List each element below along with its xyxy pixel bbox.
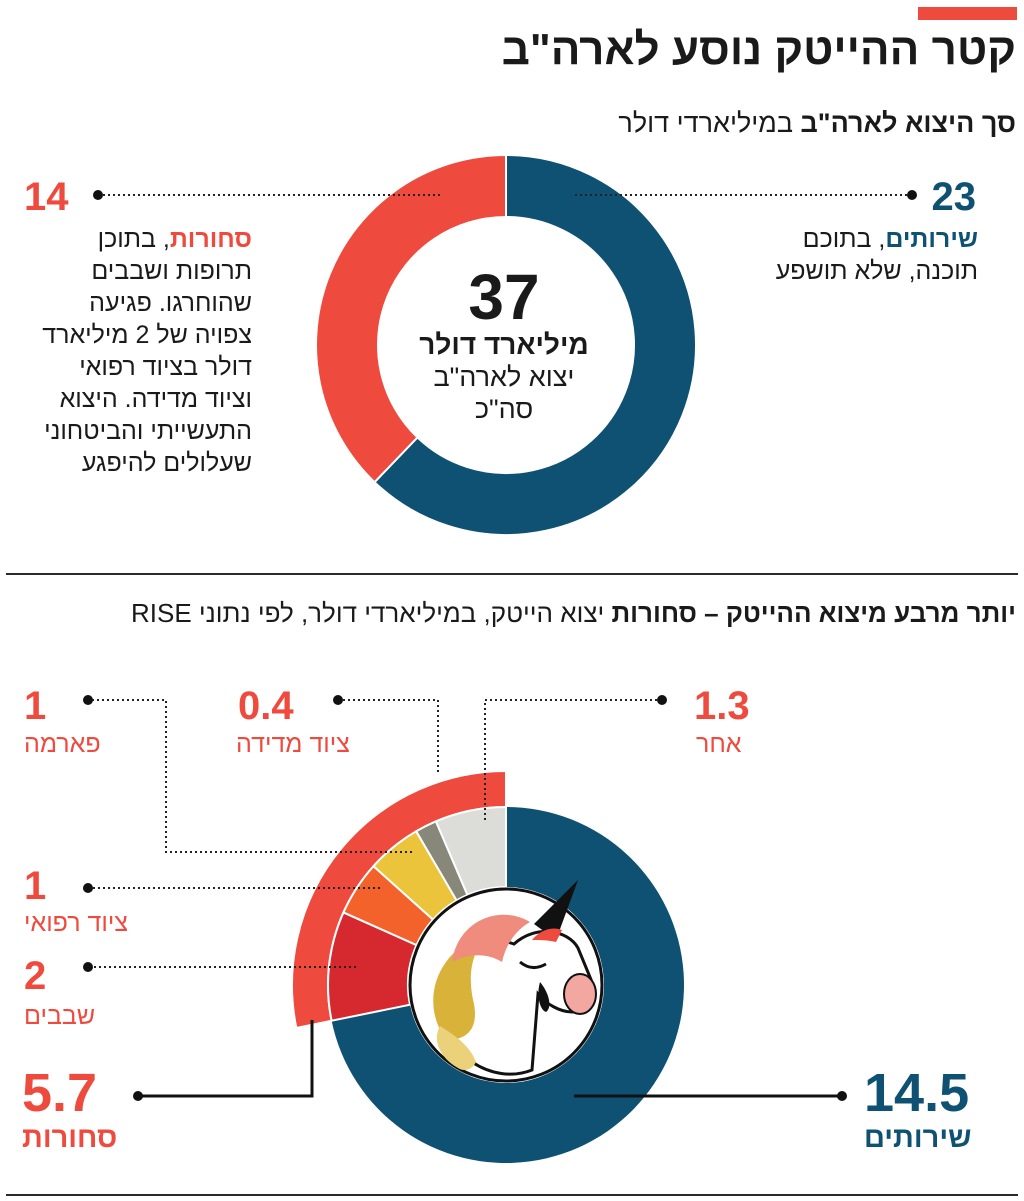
other-value: 1.3 xyxy=(694,684,750,728)
goods-description: סחורות, בתוכן תרופות ושבבים שהוחרגו. פגי… xyxy=(22,223,252,479)
goods-name: סחורות xyxy=(169,225,252,253)
center-caption: יצוא לארה"ב xyxy=(433,362,575,392)
services-leader-dot xyxy=(907,190,917,200)
measuring-leader-line xyxy=(338,699,439,772)
other-leader-dot xyxy=(657,695,667,705)
medical-value: 1 xyxy=(24,864,47,908)
goods-total-label: סחורות xyxy=(22,1122,118,1154)
goods-desc-line: דולר בציוד רפואי xyxy=(79,353,252,381)
unicorn-horn-band-icon xyxy=(532,928,562,942)
donut-slice-services xyxy=(373,153,697,536)
unicorn-horn-icon xyxy=(534,880,578,940)
chart2-subtitle-unit: יצוא הייטק, במיליארדי דולר, לפי נתוני RI… xyxy=(131,598,612,628)
pharma-leader-line xyxy=(88,699,412,853)
chart1-subtitle-unit: במיליארדי דולר xyxy=(618,108,801,138)
center-caption-total: סה"כ xyxy=(474,394,534,424)
goods-leader-dot xyxy=(133,1091,143,1101)
goods-leader-dot xyxy=(93,190,103,200)
section-divider xyxy=(6,573,1018,575)
goods-desc-line: שעלולים להיפגע xyxy=(81,449,252,477)
center-unit: מיליארד דולר xyxy=(419,329,589,360)
goods-desc-line: צפויה של 2 מיליארד xyxy=(42,321,252,349)
goods-desc-line: וציוד מדידה. היצוא xyxy=(59,385,252,413)
services-desc-line: תוכנה, שלא תושפע xyxy=(775,257,978,285)
other-label: אחר xyxy=(696,730,742,758)
bottom-divider xyxy=(6,1194,1018,1196)
unicorn-mane-icon xyxy=(433,940,484,1040)
goods-value-label: 14 xyxy=(24,175,69,219)
services-desc-rest: , בתוכם xyxy=(802,225,886,253)
services-name: שירותים xyxy=(885,225,978,253)
center-total: 37 xyxy=(468,261,540,333)
donut-slice-goods xyxy=(315,153,507,484)
goods-desc-line: תרופות ושבבים xyxy=(91,257,252,285)
pharma-leader-dot xyxy=(83,695,93,705)
services-total-value: 14.5 xyxy=(864,1063,970,1123)
services-description: שירותים, בתוכם תוכנה, שלא תושפע xyxy=(678,223,978,287)
services-total-label: שירותים xyxy=(864,1122,972,1154)
chips-leader-dot xyxy=(83,962,93,972)
chart1-subtitle-bold: סך היצוא לארה"ב xyxy=(800,108,1017,138)
unicorn-forelock-icon xyxy=(452,914,530,962)
measuring-leader-dot xyxy=(333,695,343,705)
unicorn-muzzle-icon xyxy=(563,973,597,1015)
pharma-label: פארמה xyxy=(24,730,101,758)
chart2-subtitle-bold: יותר מרבע מיצוא ההייטק – סחורות xyxy=(611,598,1017,628)
chart2-subtitle: יותר מרבע מיצוא ההייטק – סחורות יצוא היי… xyxy=(131,598,1016,629)
goods-desc-line: התעשייתי והביטחוני xyxy=(44,417,252,445)
donut2-slice-services xyxy=(331,807,684,1163)
unicorn-mane-tip-icon xyxy=(436,1026,476,1070)
unicorn-tear-icon xyxy=(538,982,550,1012)
other-leader-line xyxy=(484,699,662,820)
page-title: קטר ההייטק נוסע לארה"ב xyxy=(501,25,1016,74)
medical-label: ציוד רפואי xyxy=(24,909,128,937)
goods-leader-line xyxy=(138,1020,314,1098)
chips-label: שבבים xyxy=(24,1002,96,1030)
chips-value: 2 xyxy=(24,954,47,998)
services-leader-dot xyxy=(837,1091,847,1101)
unicorn-closed-eye-icon xyxy=(519,960,547,969)
accent-bar xyxy=(918,7,1017,20)
goods-desc-line: שהוחרגו. פגיעה xyxy=(89,289,252,317)
goods-total-value: 5.7 xyxy=(22,1063,98,1123)
chart1-subtitle: סך היצוא לארה"ב במיליארדי דולר xyxy=(618,108,1016,139)
medical-leader-dot xyxy=(83,883,93,893)
donut-center-label: 37 מיליארד דולר יצוא לארה"ב סה"כ xyxy=(352,265,656,425)
measuring-label: ציוד מדידה xyxy=(236,730,350,758)
donut2-slice-other xyxy=(434,805,507,897)
measuring-value: 0.4 xyxy=(238,684,294,728)
services-value-label: 23 xyxy=(931,175,977,219)
goods-desc-rest: , בתוכן xyxy=(97,225,170,253)
pharma-value: 1 xyxy=(24,684,47,728)
